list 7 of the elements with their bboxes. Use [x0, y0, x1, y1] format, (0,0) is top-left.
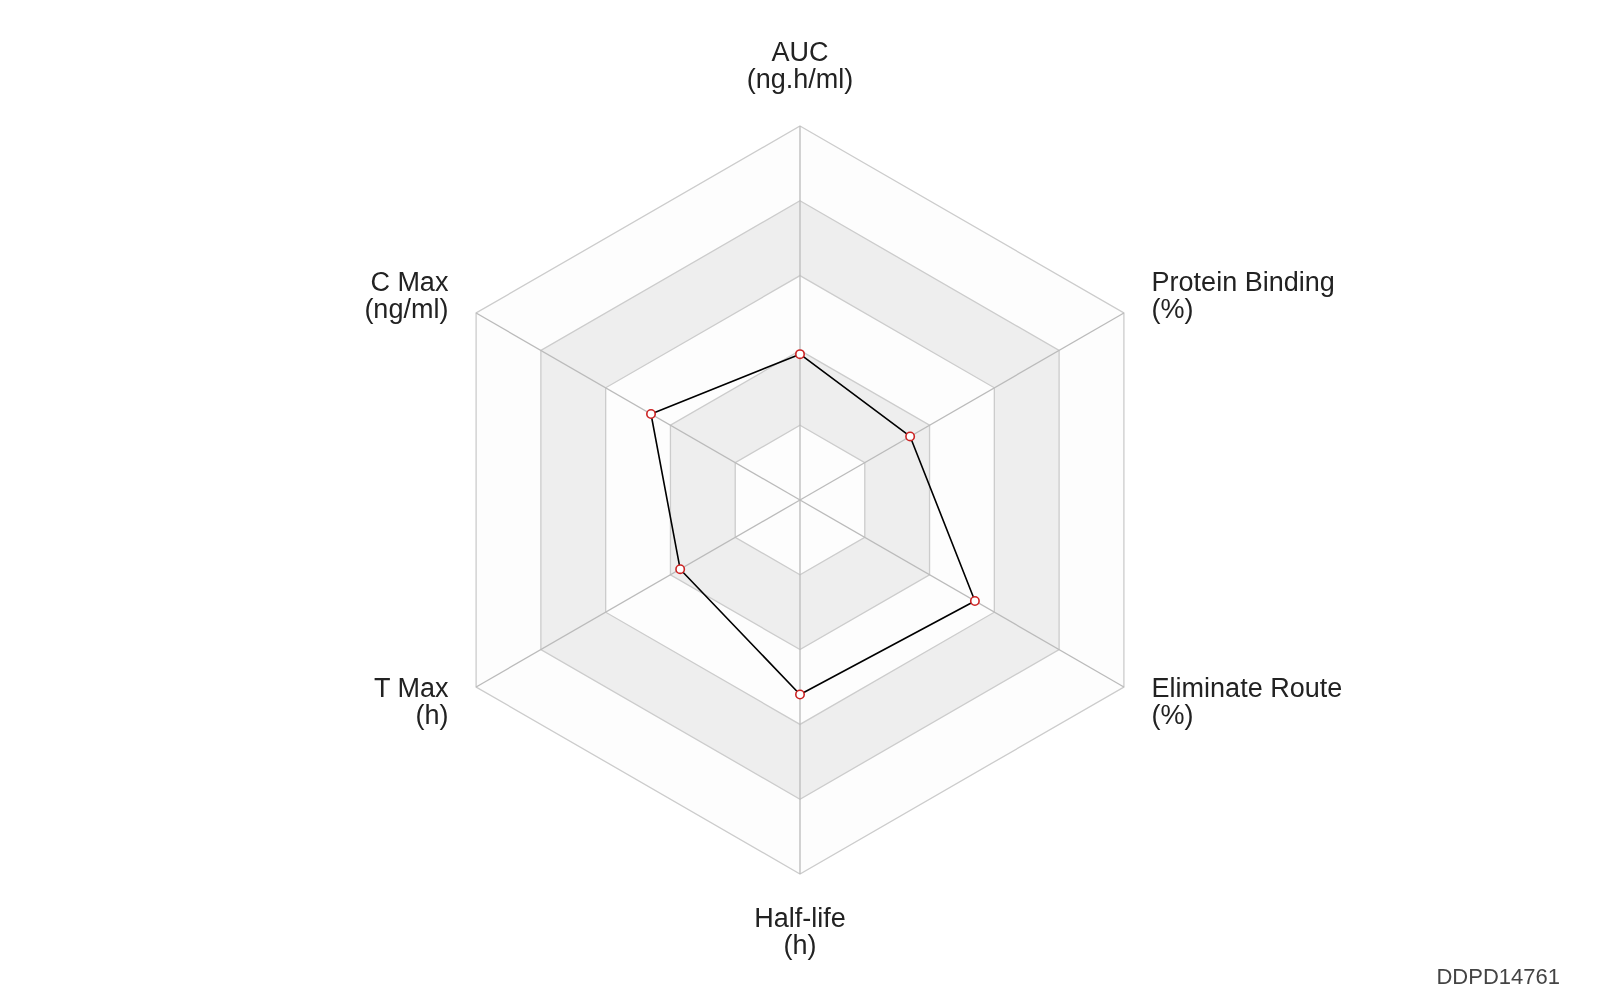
- spoke-label: T Max (h): [373, 672, 449, 730]
- spoke-label: Half-life (h): [754, 902, 846, 960]
- text: DDPD14761: [1436, 964, 1560, 989]
- spoke-label: Protein Binding (%): [1151, 266, 1335, 324]
- spoke-label: C Max (ng/ml): [364, 266, 449, 324]
- spoke-label: AUC (ng.h/ml): [746, 36, 854, 94]
- spoke-label: Eliminate Route (%): [1151, 672, 1343, 730]
